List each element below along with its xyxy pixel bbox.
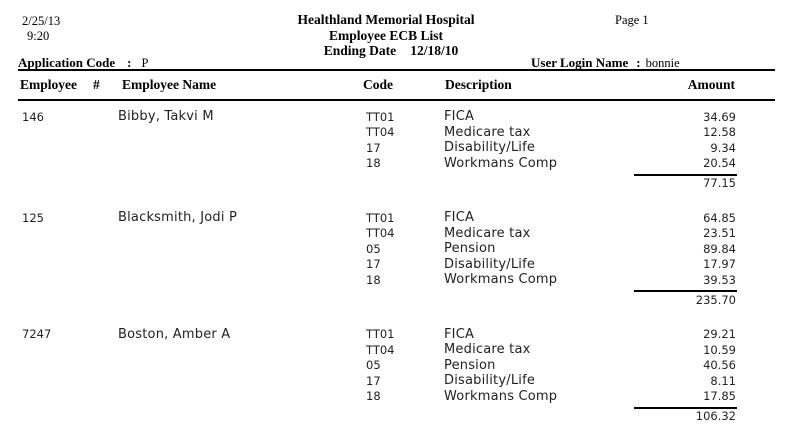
amount-cell: 89.84 — [703, 241, 736, 256]
total-rule — [634, 406, 737, 409]
amount-cell: 34.69 — [703, 109, 736, 124]
user-login-value: bonnie — [645, 56, 680, 70]
code-cell: 18 — [366, 389, 381, 403]
ending-date-line: Ending Date 12/18/10 — [191, 44, 591, 58]
total-amount-cell: 106.32 — [695, 409, 736, 423]
amount-cell: 17.97 — [703, 257, 736, 271]
application-code-line: Application Code : P — [18, 55, 148, 71]
employee-name-cell: Boston, Amber A — [118, 326, 231, 342]
employee-number-cell: 146 — [22, 109, 44, 124]
description-cell: Medicare tax — [444, 342, 531, 357]
code-cell: 17 — [366, 140, 381, 155]
amount-cell: 9.34 — [710, 140, 736, 155]
description-cell: Workmans Comp — [444, 388, 558, 404]
code-cell: 18 — [366, 156, 381, 170]
amount-cell: 64.85 — [703, 210, 736, 225]
employee-number-cell: 125 — [22, 210, 44, 225]
description-cell: Disability/Life — [444, 256, 536, 272]
report-date: 2/25/13 — [22, 14, 61, 28]
total-amount-cell: 235.70 — [695, 292, 736, 307]
description-cell: Medicare tax — [444, 225, 531, 241]
amount-cell: 23.51 — [703, 226, 736, 240]
application-code-value: P — [141, 56, 149, 70]
description-cell: Pension — [444, 241, 496, 256]
amount-cell: 29.21 — [703, 327, 736, 341]
code-cell: TT01 — [366, 210, 395, 225]
user-login-colon: : — [636, 55, 641, 70]
col-header-amount: Amount — [687, 77, 735, 92]
user-login-label: User Login Name — [531, 55, 629, 70]
amount-cell: 20.54 — [703, 156, 736, 170]
user-login-line: User Login Name : bonnie — [531, 55, 680, 71]
description-cell: Medicare tax — [444, 124, 531, 140]
total-rule — [634, 290, 737, 292]
amount-cell: 12.58 — [703, 125, 736, 139]
page-number: Page 1 — [615, 13, 649, 27]
report-time: 9:20 — [27, 29, 50, 43]
amount-cell: 8.11 — [710, 373, 736, 388]
code-cell: TT01 — [366, 109, 395, 124]
col-header-employee-number: Employee — [20, 77, 77, 92]
description-cell: Pension — [444, 357, 496, 373]
code-cell: 05 — [366, 358, 381, 372]
description-cell: FICA — [444, 109, 475, 124]
employee-name-cell: Blacksmith, Jodi P — [118, 210, 238, 225]
description-cell: Disability/Life — [444, 373, 536, 388]
employee-number-cell: 7247 — [22, 327, 52, 341]
application-code-colon: : — [127, 55, 132, 70]
employee-name-cell: Bibby, Takvi M — [118, 109, 214, 124]
amount-cell: 10.59 — [703, 342, 736, 357]
header-rule-top — [18, 69, 775, 71]
code-cell: TT04 — [366, 125, 395, 139]
description-cell: FICA — [444, 326, 475, 342]
col-header-code: Code — [363, 77, 393, 92]
code-cell: 17 — [366, 373, 381, 388]
code-cell: TT04 — [366, 342, 395, 357]
col-header-hash: # — [93, 77, 100, 92]
total-amount-cell: 77.15 — [703, 176, 736, 190]
report-subtitle: Employee ECB List — [328, 27, 443, 43]
amount-cell: 17.85 — [703, 389, 736, 403]
description-cell: Workmans Comp — [444, 155, 558, 171]
description-cell: FICA — [444, 210, 475, 225]
col-header-description: Description — [445, 77, 512, 92]
ending-date-label: Ending Date — [323, 43, 397, 58]
application-code-label: Application Code — [18, 55, 116, 70]
code-cell: 18 — [366, 272, 381, 287]
description-cell: Disability/Life — [444, 140, 536, 155]
description-cell: Workmans Comp — [444, 272, 558, 287]
header-rule-bottom — [18, 99, 775, 101]
total-rule — [634, 173, 737, 176]
col-header-employee-name: Employee Name — [122, 77, 217, 92]
amount-cell: 40.56 — [703, 358, 736, 372]
code-cell: 05 — [366, 241, 381, 256]
ending-date-value: 12/18/10 — [410, 43, 459, 58]
report-title: Healthland Memorial Hospital — [297, 12, 475, 27]
code-cell: 17 — [366, 257, 381, 271]
code-cell: TT01 — [366, 327, 395, 341]
code-cell: TT04 — [366, 226, 395, 240]
amount-cell: 39.53 — [703, 272, 736, 287]
